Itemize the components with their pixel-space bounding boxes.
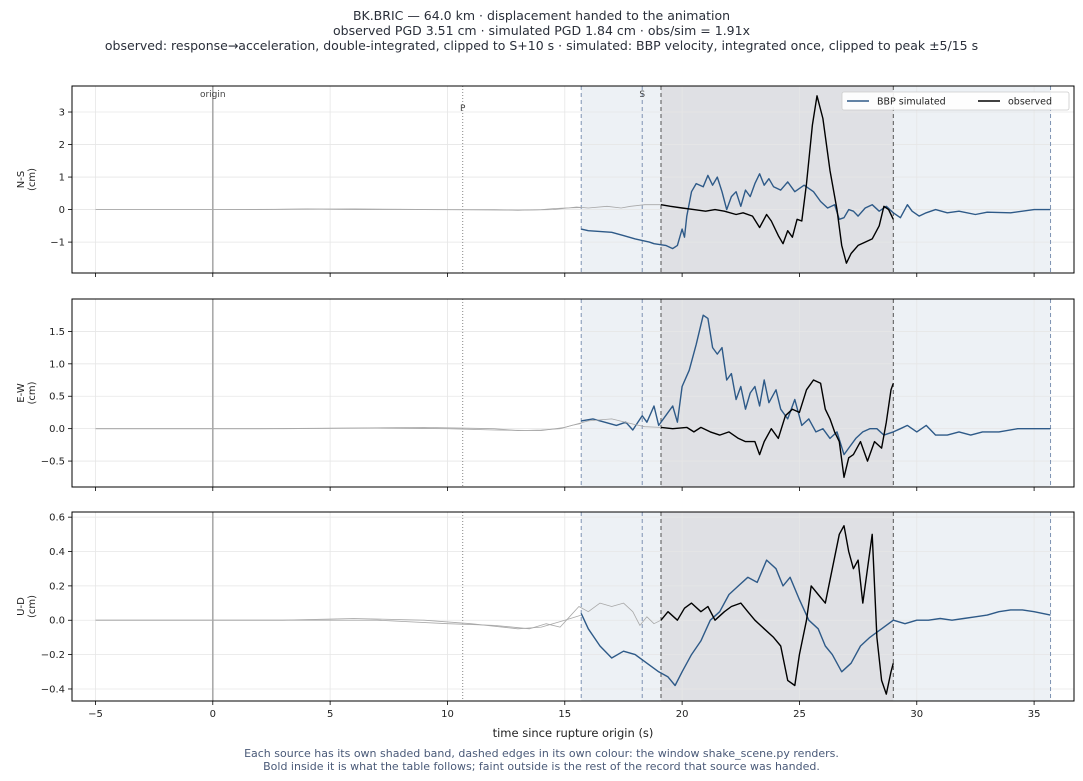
y-axis-label-line: (cm): [27, 595, 38, 618]
y-axis-label-line: (cm): [27, 168, 38, 191]
panel-e-w: −0.5 0.0 0.5 1.0 1.5 E-W(cm): [16, 298, 1075, 491]
chart-footer-note: Each source has its own shaded band, das…: [0, 747, 1083, 773]
y-tick-label: 1.5: [49, 327, 65, 338]
y-axis-label-line: E-W: [16, 383, 27, 403]
x-tick-label: 25: [793, 709, 806, 720]
chart-title: BK.BRIC — 64.0 km · displacement handed …: [0, 8, 1083, 53]
series-simulated: [581, 173, 1051, 250]
y-tick-label: −0.4: [41, 684, 65, 695]
series-observed-faint: [95, 602, 662, 630]
x-axis-label: time since rupture origin (s): [493, 726, 654, 740]
s-marker-label: S: [639, 90, 645, 100]
y-axis-label-line: N-S: [16, 171, 27, 188]
title-line-2: observed PGD 3.51 cm · simulated PGD 1.8…: [333, 23, 750, 38]
panel-series: [95, 525, 1051, 695]
x-tick-label: 0: [210, 709, 216, 720]
title-line-3: observed: response→acceleration, double-…: [104, 38, 979, 53]
panel-n-s: origin P S −1 0 1 2 3 N-S(cm) BBP simulated observ…: [16, 85, 1075, 277]
y-axis-label: E-W(cm): [16, 381, 38, 404]
y-tick-label: −0.5: [41, 457, 65, 468]
panel-u-d: −0.4 −0.2 0.0 0.2 0.4 0.6 U-D(cm) −5 0 5 10 15 20 25 3…: [16, 511, 1075, 720]
footer-line-1: Each source has its own shaded band, das…: [244, 747, 839, 760]
y-axis-label-line: U-D: [16, 597, 27, 616]
series-simulated-faint: [95, 614, 582, 630]
title-line-1: BK.BRIC — 64.0 km · displacement handed …: [352, 8, 731, 23]
series-observed-faint: [95, 418, 662, 431]
footer-line-2: Bold inside it is what the table follows…: [263, 759, 820, 773]
x-tick-label: 15: [558, 709, 571, 720]
observed-window-band: [660, 512, 894, 701]
panel-series: [95, 314, 1051, 478]
series-simulated: [581, 314, 1051, 456]
y-axis-label: N-S(cm): [16, 168, 38, 191]
y-tick-label: 1.0: [49, 359, 65, 370]
panel-frame: [71, 298, 1075, 488]
y-tick-label: 3: [59, 108, 65, 119]
series-simulated: [580, 559, 1051, 687]
legend-label-simulated: BBP simulated: [877, 97, 946, 108]
y-tick-label: 0.4: [49, 547, 65, 558]
origin-marker-label: origin: [200, 90, 226, 100]
series-simulated-faint: [95, 423, 582, 431]
x-tick-label: 35: [1028, 709, 1041, 720]
y-tick-label: 0.0: [49, 424, 65, 435]
y-tick-label: 2: [59, 140, 65, 151]
x-tick-label: −5: [88, 709, 103, 720]
x-tick-label: 20: [676, 709, 689, 720]
y-tick-label: −0.2: [41, 650, 65, 661]
y-tick-label: 0.0: [49, 616, 65, 627]
y-tick-label: −1: [50, 238, 65, 249]
series-observed-faint: [95, 204, 661, 211]
legend: BBP simulated observed: [841, 91, 1070, 111]
x-tick-label: 5: [327, 709, 333, 720]
legend-label-observed: observed: [1008, 97, 1052, 108]
p-marker-label: P: [460, 104, 466, 114]
y-axis-label-line: (cm): [27, 381, 38, 404]
x-tick-label: 10: [441, 709, 454, 720]
panel-frame: [71, 85, 1075, 274]
y-tick-label: 0.2: [49, 581, 65, 592]
series-observed: [660, 379, 894, 478]
panel-series: [95, 95, 1051, 264]
y-tick-label: 0.5: [49, 392, 65, 403]
legend-box: [841, 91, 1070, 111]
series-observed: [660, 95, 894, 264]
y-tick-label: 0.6: [49, 513, 65, 524]
y-tick-label: 0: [59, 205, 65, 216]
y-axis-label: U-D(cm): [16, 595, 38, 618]
x-tick-label: 30: [910, 709, 923, 720]
panel-frame: [71, 511, 1075, 702]
y-tick-label: 1: [59, 173, 65, 184]
series-observed: [660, 525, 894, 695]
